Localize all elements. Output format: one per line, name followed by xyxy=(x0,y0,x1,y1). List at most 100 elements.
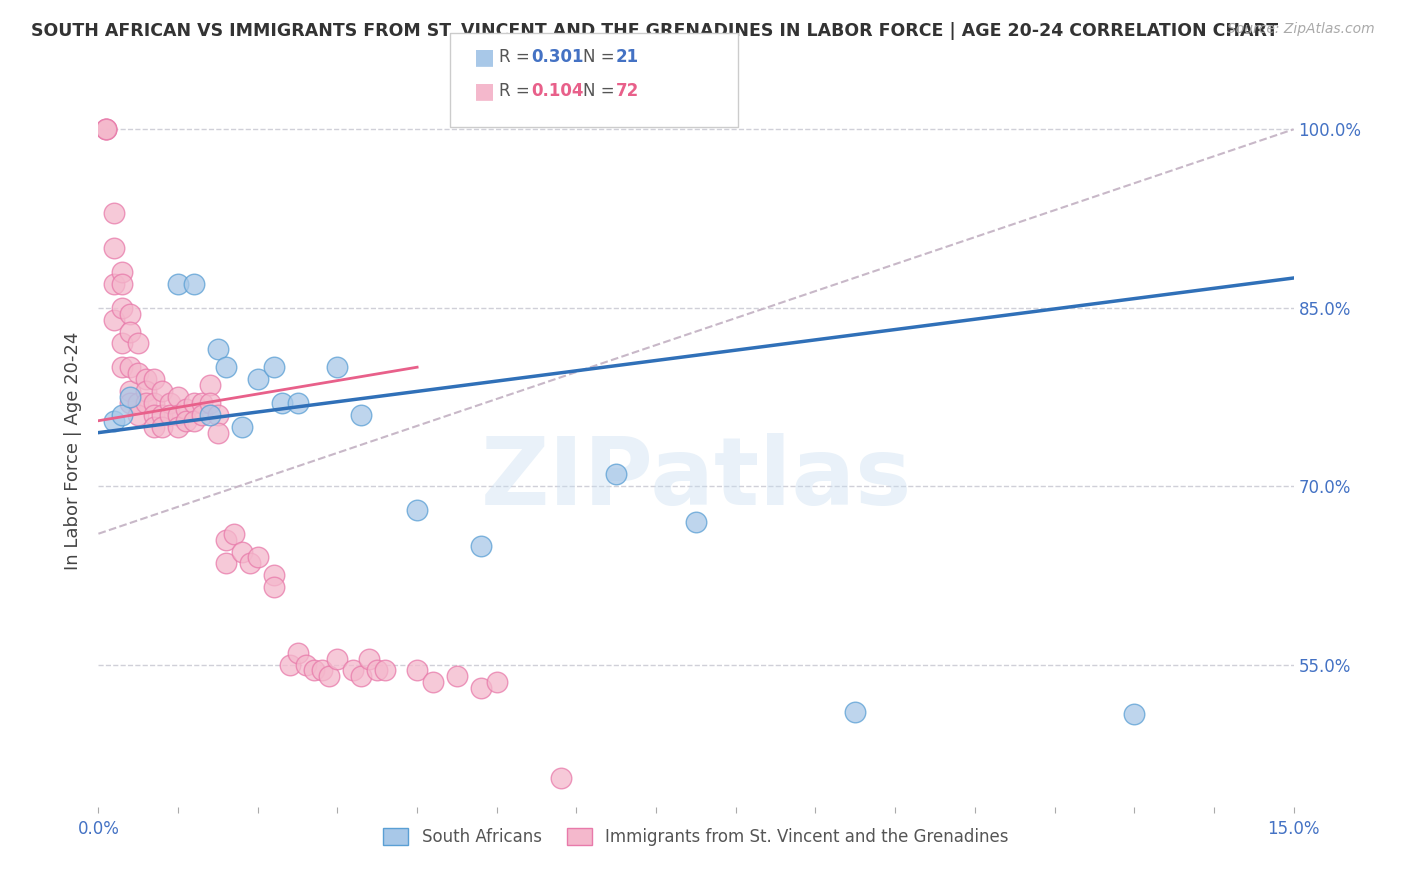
Point xyxy=(167,408,190,422)
Point xyxy=(198,378,221,392)
Text: N =: N = xyxy=(583,48,620,66)
Point xyxy=(311,664,333,678)
Point xyxy=(103,277,125,291)
Point xyxy=(167,277,190,291)
Point xyxy=(263,568,285,582)
Point xyxy=(167,419,190,434)
Point xyxy=(159,408,181,422)
Legend: South Africans, Immigrants from St. Vincent and the Grenadines: South Africans, Immigrants from St. Vinc… xyxy=(377,821,1015,853)
Point xyxy=(207,343,229,357)
Point xyxy=(246,550,269,565)
Point xyxy=(127,336,149,351)
Point xyxy=(350,669,373,683)
Point xyxy=(287,396,309,410)
Point xyxy=(127,396,149,410)
Text: 0.104: 0.104 xyxy=(531,82,583,100)
Text: 72: 72 xyxy=(616,82,640,100)
Point xyxy=(359,651,381,665)
Text: R =: R = xyxy=(499,48,536,66)
Point xyxy=(470,681,492,696)
Point xyxy=(167,390,190,404)
Point xyxy=(1123,707,1146,722)
Point xyxy=(350,408,373,422)
Point xyxy=(111,360,134,375)
Point xyxy=(127,408,149,422)
Point xyxy=(485,675,508,690)
Point xyxy=(422,675,444,690)
Point xyxy=(135,384,157,398)
Point xyxy=(111,277,134,291)
Point xyxy=(103,312,125,326)
Point xyxy=(263,580,285,594)
Point xyxy=(150,419,173,434)
Point xyxy=(143,419,166,434)
Point xyxy=(844,705,866,719)
Point xyxy=(127,366,149,380)
Point xyxy=(198,408,221,422)
Point xyxy=(215,557,238,571)
Point xyxy=(222,526,245,541)
Point xyxy=(150,408,173,422)
Point xyxy=(183,396,205,410)
Point xyxy=(326,651,349,665)
Point xyxy=(550,771,572,785)
Point xyxy=(111,408,134,422)
Point xyxy=(183,277,205,291)
Point xyxy=(406,664,429,678)
Point xyxy=(96,122,118,136)
Text: ■: ■ xyxy=(474,81,495,101)
Point xyxy=(239,557,262,571)
Point xyxy=(135,372,157,386)
Point xyxy=(302,664,325,678)
Y-axis label: In Labor Force | Age 20-24: In Labor Force | Age 20-24 xyxy=(65,331,83,570)
Point xyxy=(103,414,125,428)
Point xyxy=(111,301,134,315)
Point xyxy=(111,336,134,351)
Point xyxy=(342,664,364,678)
Point xyxy=(191,408,214,422)
Point xyxy=(191,396,214,410)
Point xyxy=(120,384,142,398)
Point xyxy=(143,408,166,422)
Point xyxy=(103,205,125,219)
Point xyxy=(294,657,316,672)
Text: N =: N = xyxy=(583,82,620,100)
Point xyxy=(159,396,181,410)
Point xyxy=(470,539,492,553)
Point xyxy=(198,396,221,410)
Point xyxy=(406,503,429,517)
Point xyxy=(174,401,197,416)
Point xyxy=(120,396,142,410)
Point xyxy=(143,372,166,386)
Point xyxy=(246,372,269,386)
Point xyxy=(143,396,166,410)
Point xyxy=(96,122,118,136)
Point xyxy=(215,533,238,547)
Point xyxy=(120,307,142,321)
Point xyxy=(605,467,627,482)
Point xyxy=(685,515,707,529)
Point xyxy=(150,384,173,398)
Point xyxy=(174,414,197,428)
Point xyxy=(446,669,468,683)
Point xyxy=(215,360,238,375)
Text: ■: ■ xyxy=(474,47,495,67)
Point xyxy=(135,396,157,410)
Point xyxy=(366,664,388,678)
Point xyxy=(263,360,285,375)
Point xyxy=(103,241,125,255)
Point xyxy=(111,265,134,279)
Text: SOUTH AFRICAN VS IMMIGRANTS FROM ST. VINCENT AND THE GRENADINES IN LABOR FORCE |: SOUTH AFRICAN VS IMMIGRANTS FROM ST. VIN… xyxy=(31,22,1278,40)
Text: 0.301: 0.301 xyxy=(531,48,583,66)
Point xyxy=(278,657,301,672)
Text: Source: ZipAtlas.com: Source: ZipAtlas.com xyxy=(1227,22,1375,37)
Point xyxy=(231,544,253,558)
Point xyxy=(183,414,205,428)
Text: ZIPatlas: ZIPatlas xyxy=(481,433,911,525)
Point xyxy=(96,122,118,136)
Point xyxy=(318,669,340,683)
Point xyxy=(231,419,253,434)
Text: 21: 21 xyxy=(616,48,638,66)
Point xyxy=(120,360,142,375)
Point xyxy=(287,646,309,660)
